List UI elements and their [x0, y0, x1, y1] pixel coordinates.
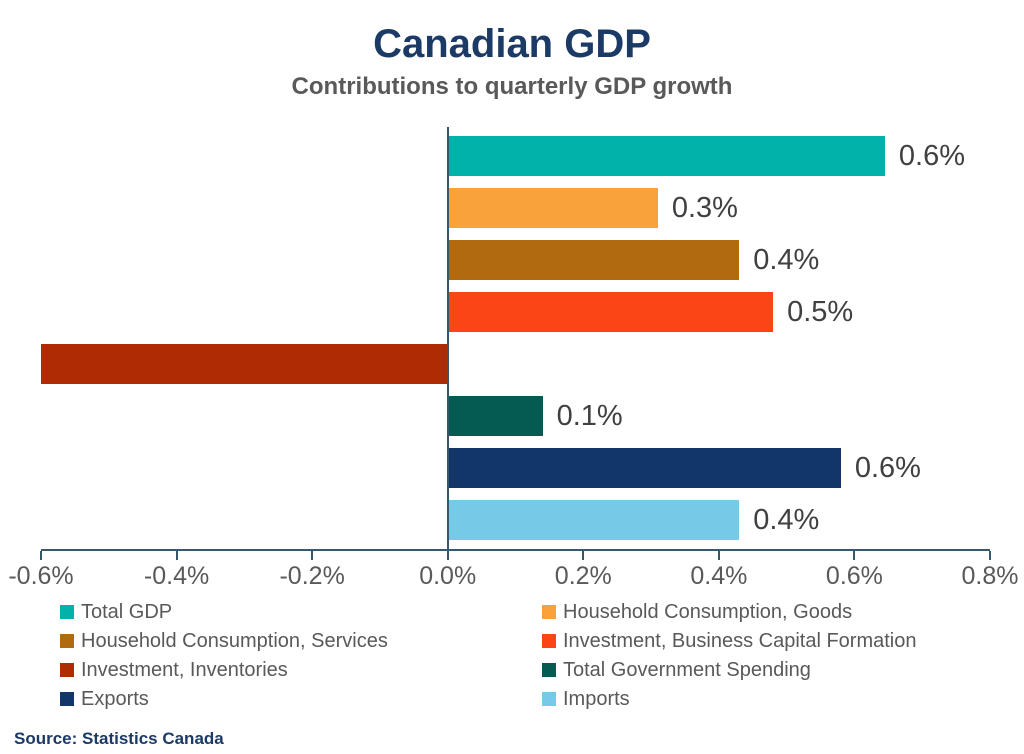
legend-item-household-consumption-services: Household Consumption, Services	[60, 627, 542, 655]
x-tick-0-8	[989, 551, 991, 560]
legend-swatch-household-consumption-goods	[542, 605, 556, 619]
x-tick-label-0-2: 0.2%	[554, 562, 612, 590]
x-tick-label-0-4: -0.4%	[143, 562, 210, 590]
legend: Total GDP Household Consumption, Goods Hou…	[60, 598, 1000, 713]
bar-value-label-imports: 0.4%	[753, 504, 820, 536]
legend-label-investment-business-capital-formation: Investment, Business Capital Formation	[563, 629, 917, 652]
bar-value-label-household-consumption-services: 0.4%	[753, 244, 820, 276]
bar-value-label-total-gdp: 0.6%	[898, 140, 966, 172]
legend-item-total-gdp: Total GDP	[60, 598, 542, 626]
chart-header: Canadian GDP Contributions to quarterly …	[0, 22, 1024, 101]
legend-item-household-consumption-goods: Household Consumption, Goods	[542, 598, 1000, 626]
bar-value-label-exports: 0.6%	[854, 452, 921, 484]
bar-total-gdp	[447, 136, 885, 176]
legend-label-total-gdp: Total GDP	[81, 600, 173, 623]
chart-title: Canadian GDP	[373, 22, 651, 66]
x-tick-label-0-0: 0.0%	[419, 562, 477, 590]
legend-item-imports: Imports	[542, 685, 1000, 713]
source-note: Source: Statistics Canada	[14, 729, 224, 748]
x-axis-line	[41, 549, 990, 551]
bar-household-consumption-goods	[447, 188, 658, 228]
legend-swatch-imports	[542, 692, 556, 706]
legend-swatch-total-gdp	[60, 605, 74, 619]
legend-swatch-investment-business-capital-formation	[542, 634, 556, 648]
legend-item-investment-business-capital-formation: Investment, Business Capital Formation	[542, 627, 1000, 655]
bar-total-government-spending	[447, 396, 543, 436]
x-tick-0-0	[446, 551, 449, 560]
bar-value-label-household-consumption-goods: 0.3%	[671, 192, 738, 224]
legend-item-exports: Exports	[60, 685, 542, 713]
bar-exports	[447, 448, 841, 488]
bar-household-consumption-services	[447, 240, 740, 280]
legend-item-investment-inventories: Investment, Inventories	[60, 656, 542, 684]
x-tick-0-6	[853, 551, 856, 560]
legend-swatch-exports	[60, 692, 74, 706]
legend-label-investment-inventories: Investment, Inventories	[81, 658, 288, 681]
legend-item-total-government-spending: Total Government Spending	[542, 656, 1000, 684]
bar-value-label-total-government-spending: 0.1%	[556, 400, 623, 432]
bar-investment-business-capital-formation	[447, 292, 774, 332]
x-tick-label-0-8: 0.8%	[961, 562, 1019, 590]
plot-area: 0.6% 0.3% 0.4% 0.5% 0.1% 0.6% 0.4%	[41, 127, 990, 549]
legend-label-household-consumption-goods: Household Consumption, Goods	[563, 600, 853, 623]
x-tick-label-0-2: -0.2%	[279, 562, 345, 590]
legend-label-total-government-spending: Total Government Spending	[563, 658, 811, 681]
legend-swatch-investment-inventories	[60, 663, 74, 677]
x-tick-0-2	[582, 551, 585, 560]
x-tick-0-4	[175, 551, 178, 560]
x-tick-label-0-6: 0.6%	[825, 562, 883, 590]
legend-label-imports: Imports	[563, 687, 630, 710]
legend-swatch-household-consumption-services	[60, 634, 74, 648]
x-tick-label-0-4: 0.4%	[690, 562, 748, 590]
x-tick-0-6	[40, 551, 42, 560]
legend-label-household-consumption-services: Household Consumption, Services	[81, 629, 388, 652]
legend-label-exports: Exports	[81, 687, 149, 710]
bar-investment-inventories	[41, 344, 448, 384]
legend-swatch-total-government-spending	[542, 663, 556, 677]
x-tick-0-4	[717, 551, 720, 560]
bar-imports	[447, 500, 740, 540]
x-tick-label-0-6: -0.6%	[8, 562, 74, 590]
zero-baseline	[446, 127, 449, 549]
x-axis: -0.6% -0.4% -0.2% 0.0% 0.2% 0.4% 0.6% 0.8%	[8, 549, 1018, 594]
chart-subtitle: Contributions to quarterly GDP growth	[291, 73, 733, 100]
x-tick-0-2	[311, 551, 314, 560]
bar-value-label-investment-business-capital-formation: 0.5%	[787, 296, 854, 328]
